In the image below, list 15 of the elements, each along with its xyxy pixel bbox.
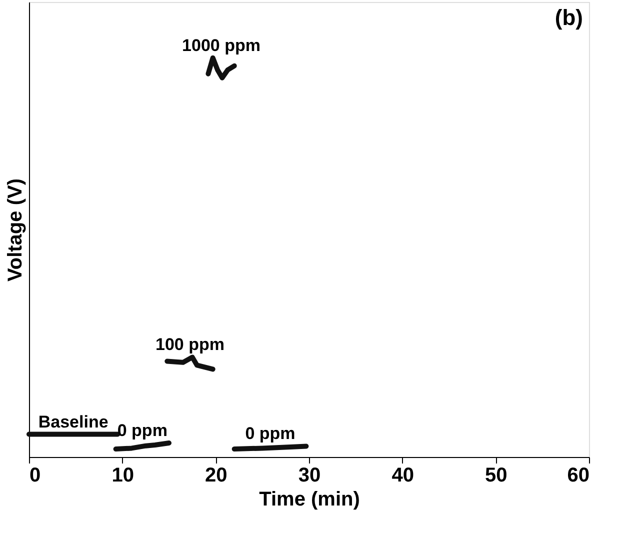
series-label: 100 ppm [156, 335, 224, 354]
x-tick-label: 50 [485, 464, 508, 486]
series-label: 1000 ppm [182, 36, 260, 55]
x-tick-label: 40 [392, 464, 414, 486]
series-label: Baseline [38, 412, 108, 432]
x-tick-label: 0 [30, 464, 41, 486]
y-axis-title: Voltage (V) [4, 178, 26, 282]
series-label: 0 ppm [117, 421, 168, 440]
x-tick-label: 60 [567, 464, 590, 486]
x-tick-label: 30 [298, 464, 321, 486]
text: (b) [554, 5, 583, 30]
x-tick-label: 10 [112, 464, 134, 486]
x-axis-title: Time (min) [259, 488, 360, 510]
x-tick-label: 20 [205, 464, 228, 486]
series-label: 0 ppm [245, 424, 296, 444]
